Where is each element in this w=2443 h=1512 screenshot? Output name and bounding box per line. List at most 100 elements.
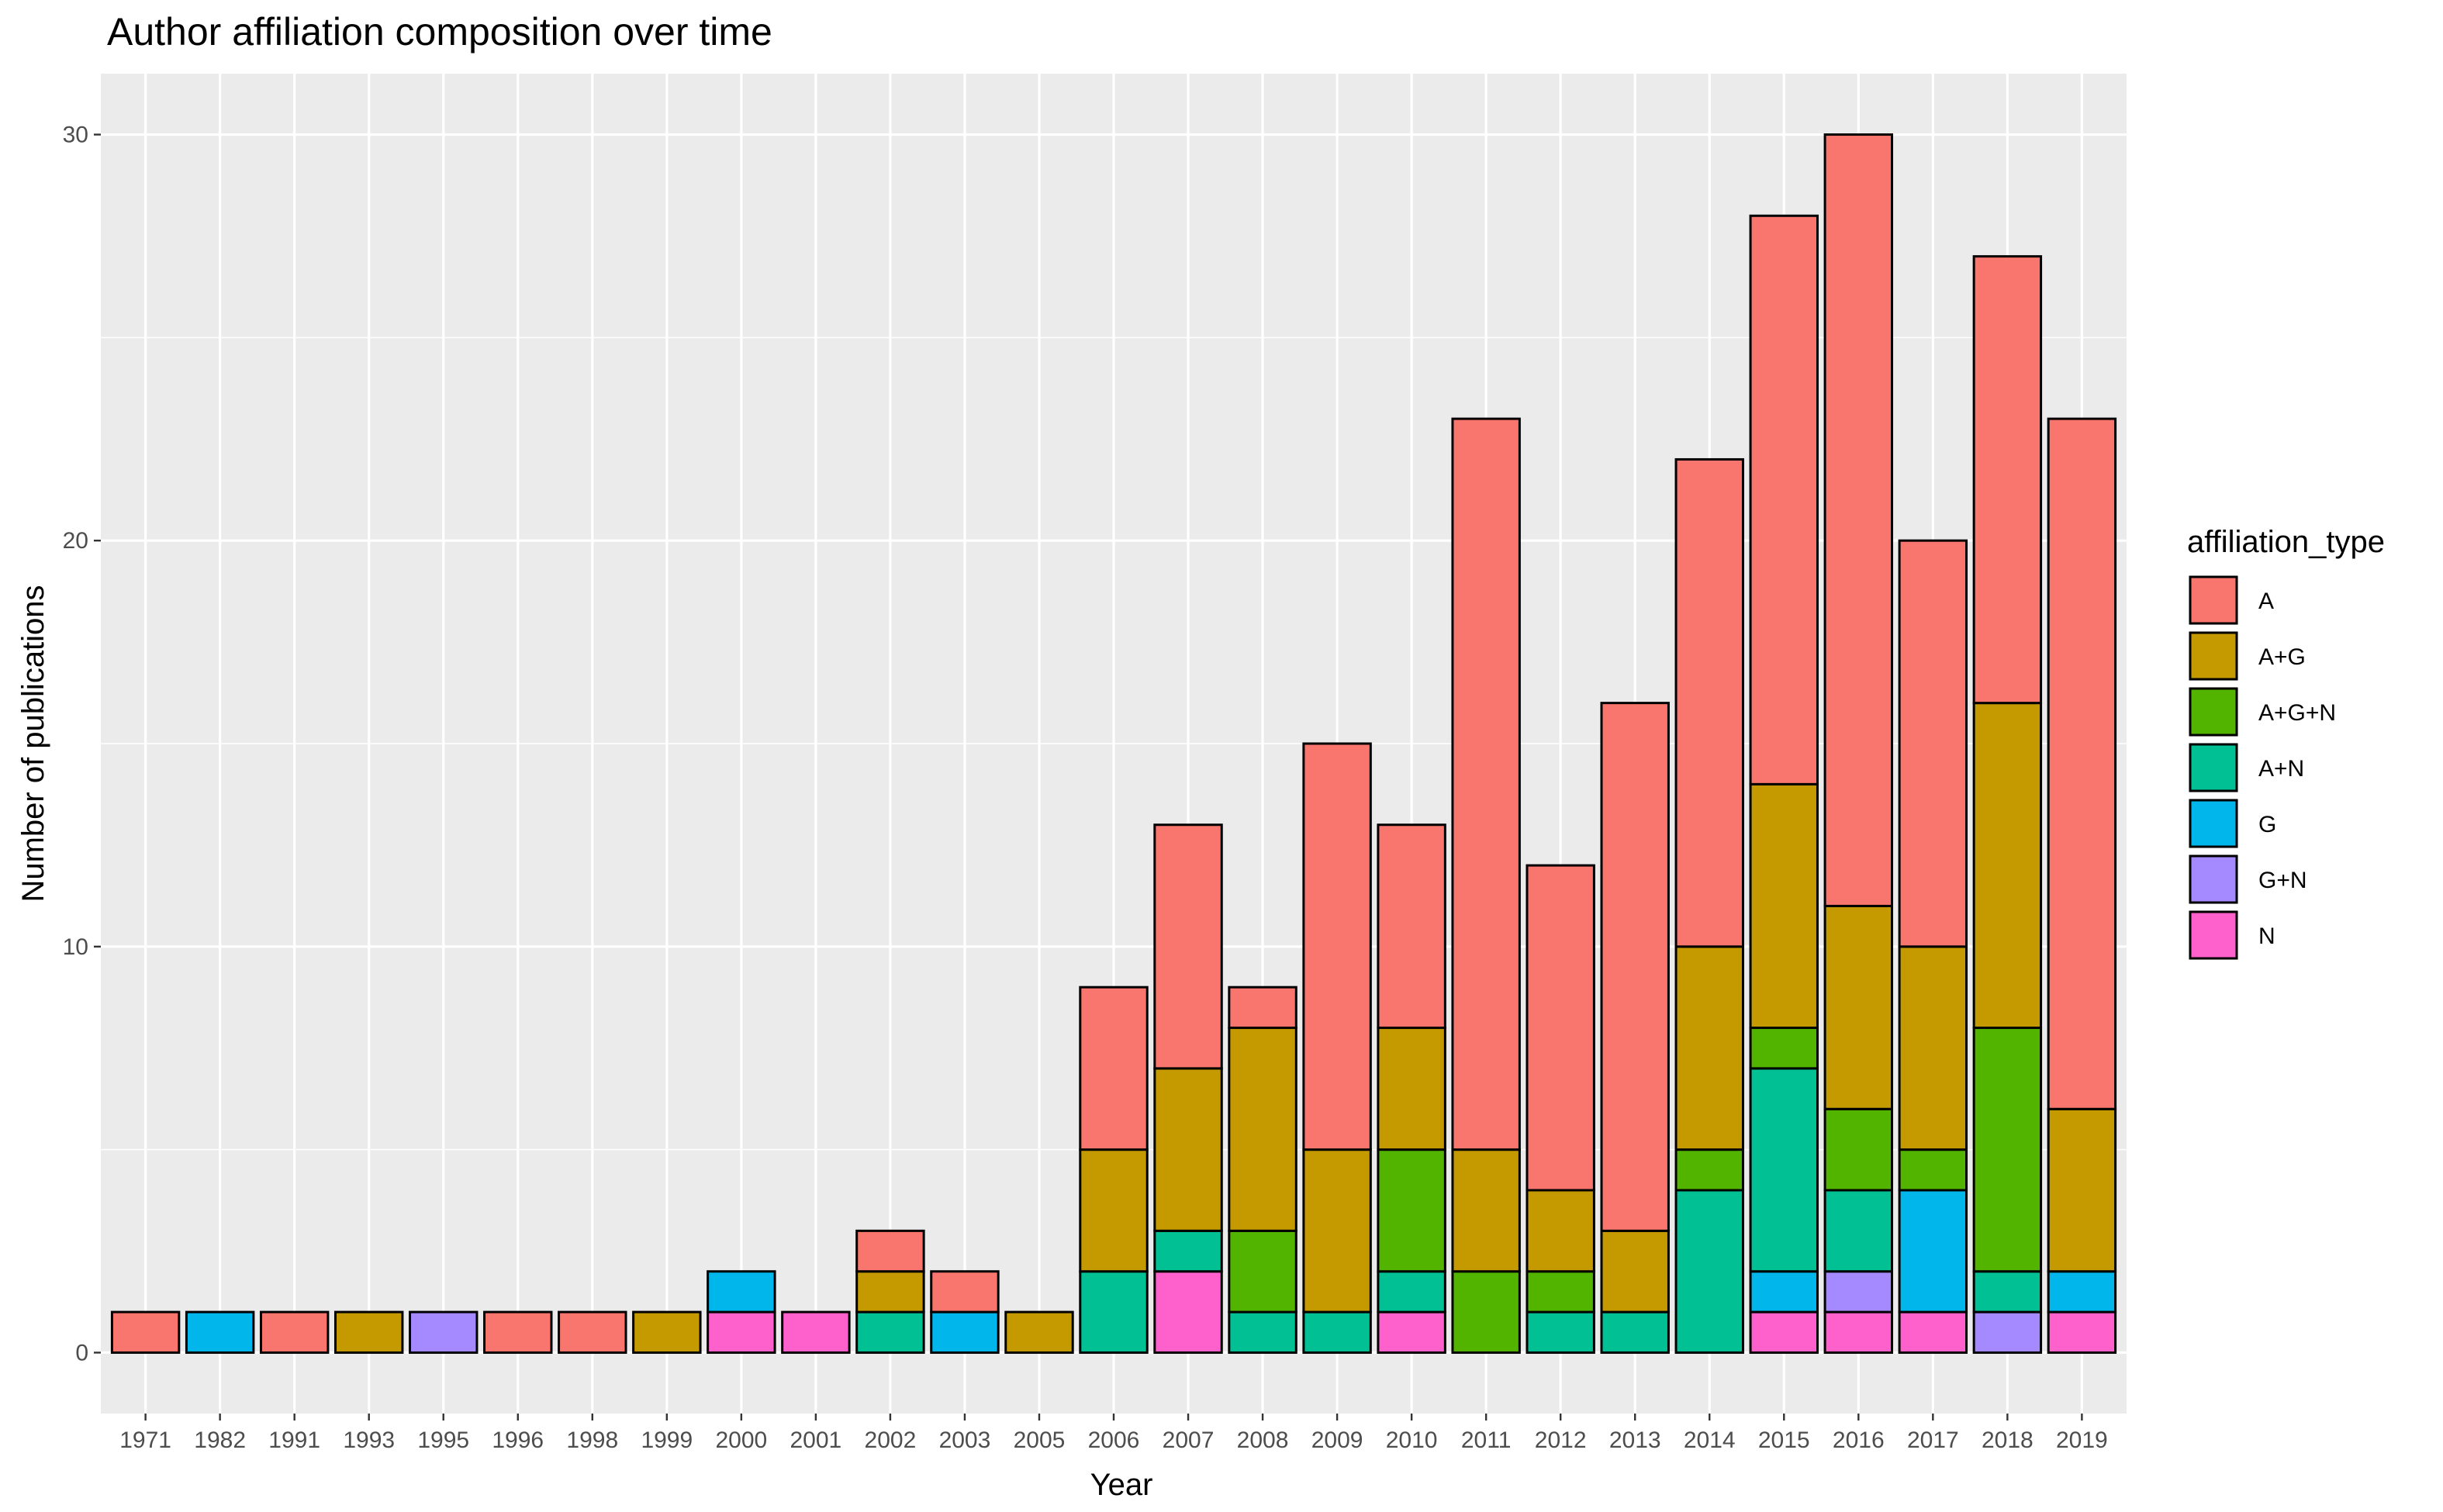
bars-layer	[110, 133, 2117, 1354]
bar-segment-a-g-n-2018	[1972, 1027, 2043, 1273]
bar-segment-a-n-2012	[1526, 1310, 1595, 1354]
bar-segment-a-2018	[1972, 255, 2043, 705]
bar-segment-a-1971	[110, 1310, 181, 1354]
bar-segment-g-n-2016	[1823, 1270, 1894, 1314]
bar-segment-a-n-2008	[1228, 1310, 1298, 1354]
y-tick-label: 30	[63, 123, 88, 148]
x-tick-label: 2010	[1386, 1427, 1438, 1453]
bar-segment-a-2015	[1749, 214, 1819, 785]
bar-segment-a-g-2013	[1600, 1229, 1670, 1314]
bar-segment-a-g-2014	[1674, 945, 1744, 1151]
chart-title: Author affiliation composition over time	[107, 10, 772, 54]
x-tick-label: 2009	[1311, 1427, 1363, 1453]
y-tick-label: 10	[63, 934, 88, 960]
x-tick-label: 2000	[715, 1427, 767, 1453]
legend-label-a-g-n: A+G+N	[2258, 700, 2336, 726]
x-tick-label: 1971	[119, 1427, 171, 1453]
bar-segment-a-n-2002	[855, 1310, 925, 1354]
x-tick-label: 2016	[1833, 1427, 1885, 1453]
x-tick-label: 2003	[939, 1427, 991, 1453]
bar-segment-a-n-2010	[1377, 1270, 1446, 1314]
legend-swatch-a-g	[2189, 631, 2238, 681]
bar-segment-a-g-n-2011	[1451, 1270, 1521, 1354]
bar-segment-a-g-n-2012	[1526, 1270, 1595, 1314]
x-tick-label: 1993	[343, 1427, 395, 1453]
legend-label-a-n: A+N	[2258, 756, 2304, 782]
bar-segment-a-g-n-2010	[1377, 1148, 1446, 1273]
x-tick-label: 1991	[268, 1427, 320, 1453]
bar-segment-a-n-2009	[1302, 1310, 1372, 1354]
bar-segment-a-g-2009	[1302, 1148, 1372, 1314]
bar-segment-n-2017	[1898, 1310, 1968, 1354]
bar-segment-n-2016	[1823, 1310, 1894, 1354]
legend-title: affiliation_type	[2187, 525, 2385, 559]
x-tick-label: 1995	[417, 1427, 469, 1453]
bar-segment-a-g-2012	[1526, 1189, 1595, 1273]
bar-segment-a-g-2006	[1079, 1148, 1149, 1273]
bar-segment-a-2009	[1302, 742, 1372, 1151]
bar-segment-a-g-n-2015	[1749, 1027, 1819, 1070]
bar-segment-a-1998	[558, 1310, 627, 1354]
bar-segment-a-2002	[855, 1229, 925, 1273]
bar-segment-a-2016	[1823, 133, 1894, 907]
bar-segment-g-2019	[2047, 1270, 2117, 1314]
x-tick-label: 2018	[1982, 1427, 2034, 1453]
bar-segment-g-2015	[1749, 1270, 1819, 1314]
x-tick-label: 1998	[566, 1427, 618, 1453]
bar-segment-a-g-n-2016	[1823, 1107, 1894, 1192]
bar-segment-a-n-2006	[1079, 1270, 1149, 1354]
bar-segment-a-n-2014	[1674, 1189, 1744, 1354]
bar-segment-a-g-n-2008	[1228, 1229, 1298, 1314]
bar-segment-n-2001	[781, 1310, 851, 1354]
bar-segment-a-g-2002	[855, 1270, 925, 1314]
x-axis-title: Year	[1090, 1468, 1153, 1502]
bar-segment-g-n-2018	[1972, 1310, 2043, 1354]
x-tick-label: 2012	[1535, 1427, 1587, 1453]
legend-swatch-n	[2189, 910, 2238, 960]
y-tick-label: 0	[75, 1340, 88, 1365]
bar-segment-a-g-2016	[1823, 904, 1894, 1110]
legend-items: A A+G A+G+N A+N G G+N N	[2189, 575, 2336, 960]
bar-segment-g-2000	[707, 1270, 776, 1314]
bar-segment-a-n-2018	[1972, 1270, 2043, 1314]
legend-label-a: A	[2258, 589, 2274, 614]
x-tick-label: 2002	[865, 1427, 917, 1453]
legend-swatch-a-n	[2189, 743, 2238, 792]
bar-segment-a-g-2018	[1972, 702, 2043, 1030]
bar-segment-a-2014	[1674, 457, 1744, 948]
legend-label-a-g: A+G	[2258, 644, 2306, 670]
bar-segment-a-2003	[930, 1270, 1000, 1314]
bar-segment-n-2007	[1153, 1270, 1223, 1354]
x-tick-label: 1996	[492, 1427, 544, 1453]
bar-segment-a-g-2011	[1451, 1148, 1521, 1273]
bar-segment-a-2017	[1898, 539, 1968, 948]
bar-segment-a-1996	[483, 1310, 553, 1354]
bar-segment-a-2019	[2047, 417, 2117, 1110]
bar-segment-a-2013	[1600, 702, 1670, 1232]
bar-segment-a-g-2017	[1898, 945, 1968, 1151]
bar-segment-a-g-2008	[1228, 1027, 1298, 1232]
bar-segment-a-g-2005	[1004, 1310, 1074, 1354]
y-axis-title: Number of publications	[16, 585, 50, 902]
bar-segment-a-g-2010	[1377, 1027, 1446, 1151]
legend-swatch-g	[2189, 799, 2238, 848]
bar-segment-a-g-2007	[1153, 1067, 1223, 1232]
x-tick-label: 1999	[641, 1427, 693, 1453]
y-tick-label: 20	[63, 528, 88, 554]
legend: affiliation_type A A+G A+G+N A+N G G+N N	[2187, 525, 2385, 960]
x-tick-label: 1982	[194, 1427, 246, 1453]
bar-segment-a-g-n-2017	[1898, 1148, 1968, 1192]
bar-segment-a-2012	[1526, 864, 1595, 1192]
bar-segment-g-2003	[930, 1310, 1000, 1354]
bar-segment-n-2010	[1377, 1310, 1446, 1354]
bar-segment-g-1982	[185, 1310, 255, 1354]
x-tick-label: 2013	[1609, 1427, 1661, 1453]
bar-segment-a-2007	[1153, 823, 1223, 1070]
legend-label-n: N	[2258, 923, 2275, 949]
bar-segment-a-g-2019	[2047, 1107, 2117, 1273]
bar-segment-a-1991	[259, 1310, 330, 1354]
y-axis: 0 10 20 30	[63, 123, 101, 1365]
bar-segment-a-n-2007	[1153, 1229, 1223, 1273]
x-tick-label: 2011	[1461, 1427, 1512, 1453]
